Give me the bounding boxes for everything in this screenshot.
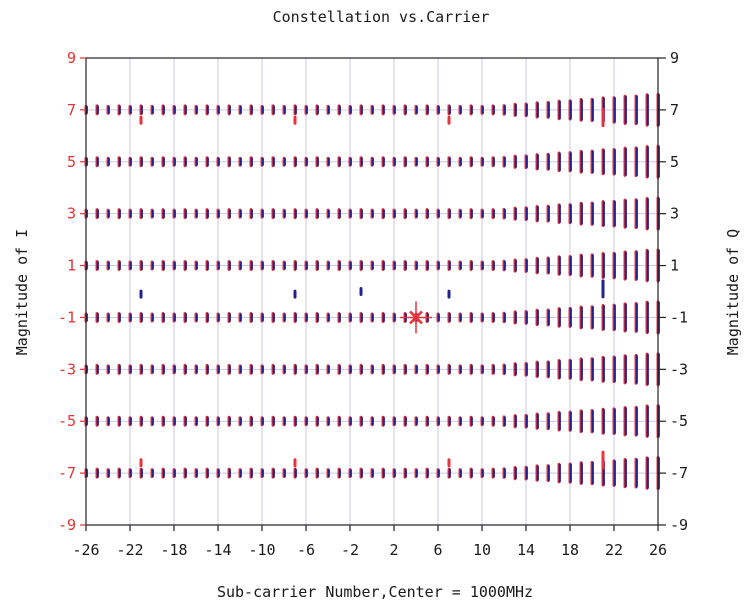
y-axis-left-title: Magnitude of I: [13, 229, 31, 355]
x-tick-label: 22: [605, 541, 623, 559]
y-axis-right-title: Magnitude of Q: [724, 229, 742, 355]
x-tick-label: 18: [561, 541, 579, 559]
x-tick-label: -26: [72, 541, 99, 559]
x-tick-label: 14: [517, 541, 535, 559]
y-tick-label-left: -1: [58, 308, 76, 326]
chart-title: Constellation vs.Carrier: [273, 8, 490, 26]
grid-lines: [85, 57, 659, 526]
x-axis-title: Sub-carrier Number,Center = 1000MHz: [217, 583, 533, 601]
y-tick-label-left: 5: [67, 153, 76, 171]
x-tick-label: -18: [160, 541, 187, 559]
y-tick-label-right: 1: [670, 257, 679, 275]
y-tick-label-right: -7: [670, 464, 688, 482]
plot-frame: [85, 57, 659, 526]
y-tick-label-left: 9: [67, 49, 76, 67]
data-points: [84, 92, 660, 491]
y-tick-label-left: -9: [58, 516, 76, 534]
x-tick-label: -10: [248, 541, 275, 559]
y-tick-label-right: -1: [670, 308, 688, 326]
x-tick-label: -2: [341, 541, 359, 559]
x-tick-label: 6: [433, 541, 442, 559]
x-tick-label: 26: [649, 541, 667, 559]
y-tick-label-left: 3: [67, 205, 76, 223]
y-tick-label-right: 5: [670, 153, 679, 171]
y-tick-label-left: -3: [58, 360, 76, 378]
marker-x: [409, 310, 423, 325]
y-tick-label-left: 7: [67, 101, 76, 119]
x-tick-label: 10: [473, 541, 491, 559]
y-tick-label-right: -9: [670, 516, 688, 534]
y-tick-label-right: -5: [670, 412, 688, 430]
x-axis: -26 -22 -18 -14 -10 -6 -2 2 6 10 14 18 22 26: [72, 525, 667, 559]
x-tick-label: -6: [297, 541, 315, 559]
y-tick-label-left: -5: [58, 412, 76, 430]
y-tick-label-right: -3: [670, 360, 688, 378]
y-axis-right: -9 -7 -5 -3 -1 1 3 5 7 9: [658, 49, 688, 534]
y-tick-label-right: 7: [670, 101, 679, 119]
y-tick-label-right: 9: [670, 49, 679, 67]
y-tick-label-left: -7: [58, 464, 76, 482]
y-tick-label-right: 3: [670, 205, 679, 223]
x-tick-label: -22: [116, 541, 143, 559]
x-tick-label: 2: [389, 541, 398, 559]
y-tick-label-left: 1: [67, 257, 76, 275]
x-tick-label: -14: [204, 541, 231, 559]
y-axis-left: -9 -7 -5 -3 -1 1 3 5 7 9: [58, 49, 86, 534]
